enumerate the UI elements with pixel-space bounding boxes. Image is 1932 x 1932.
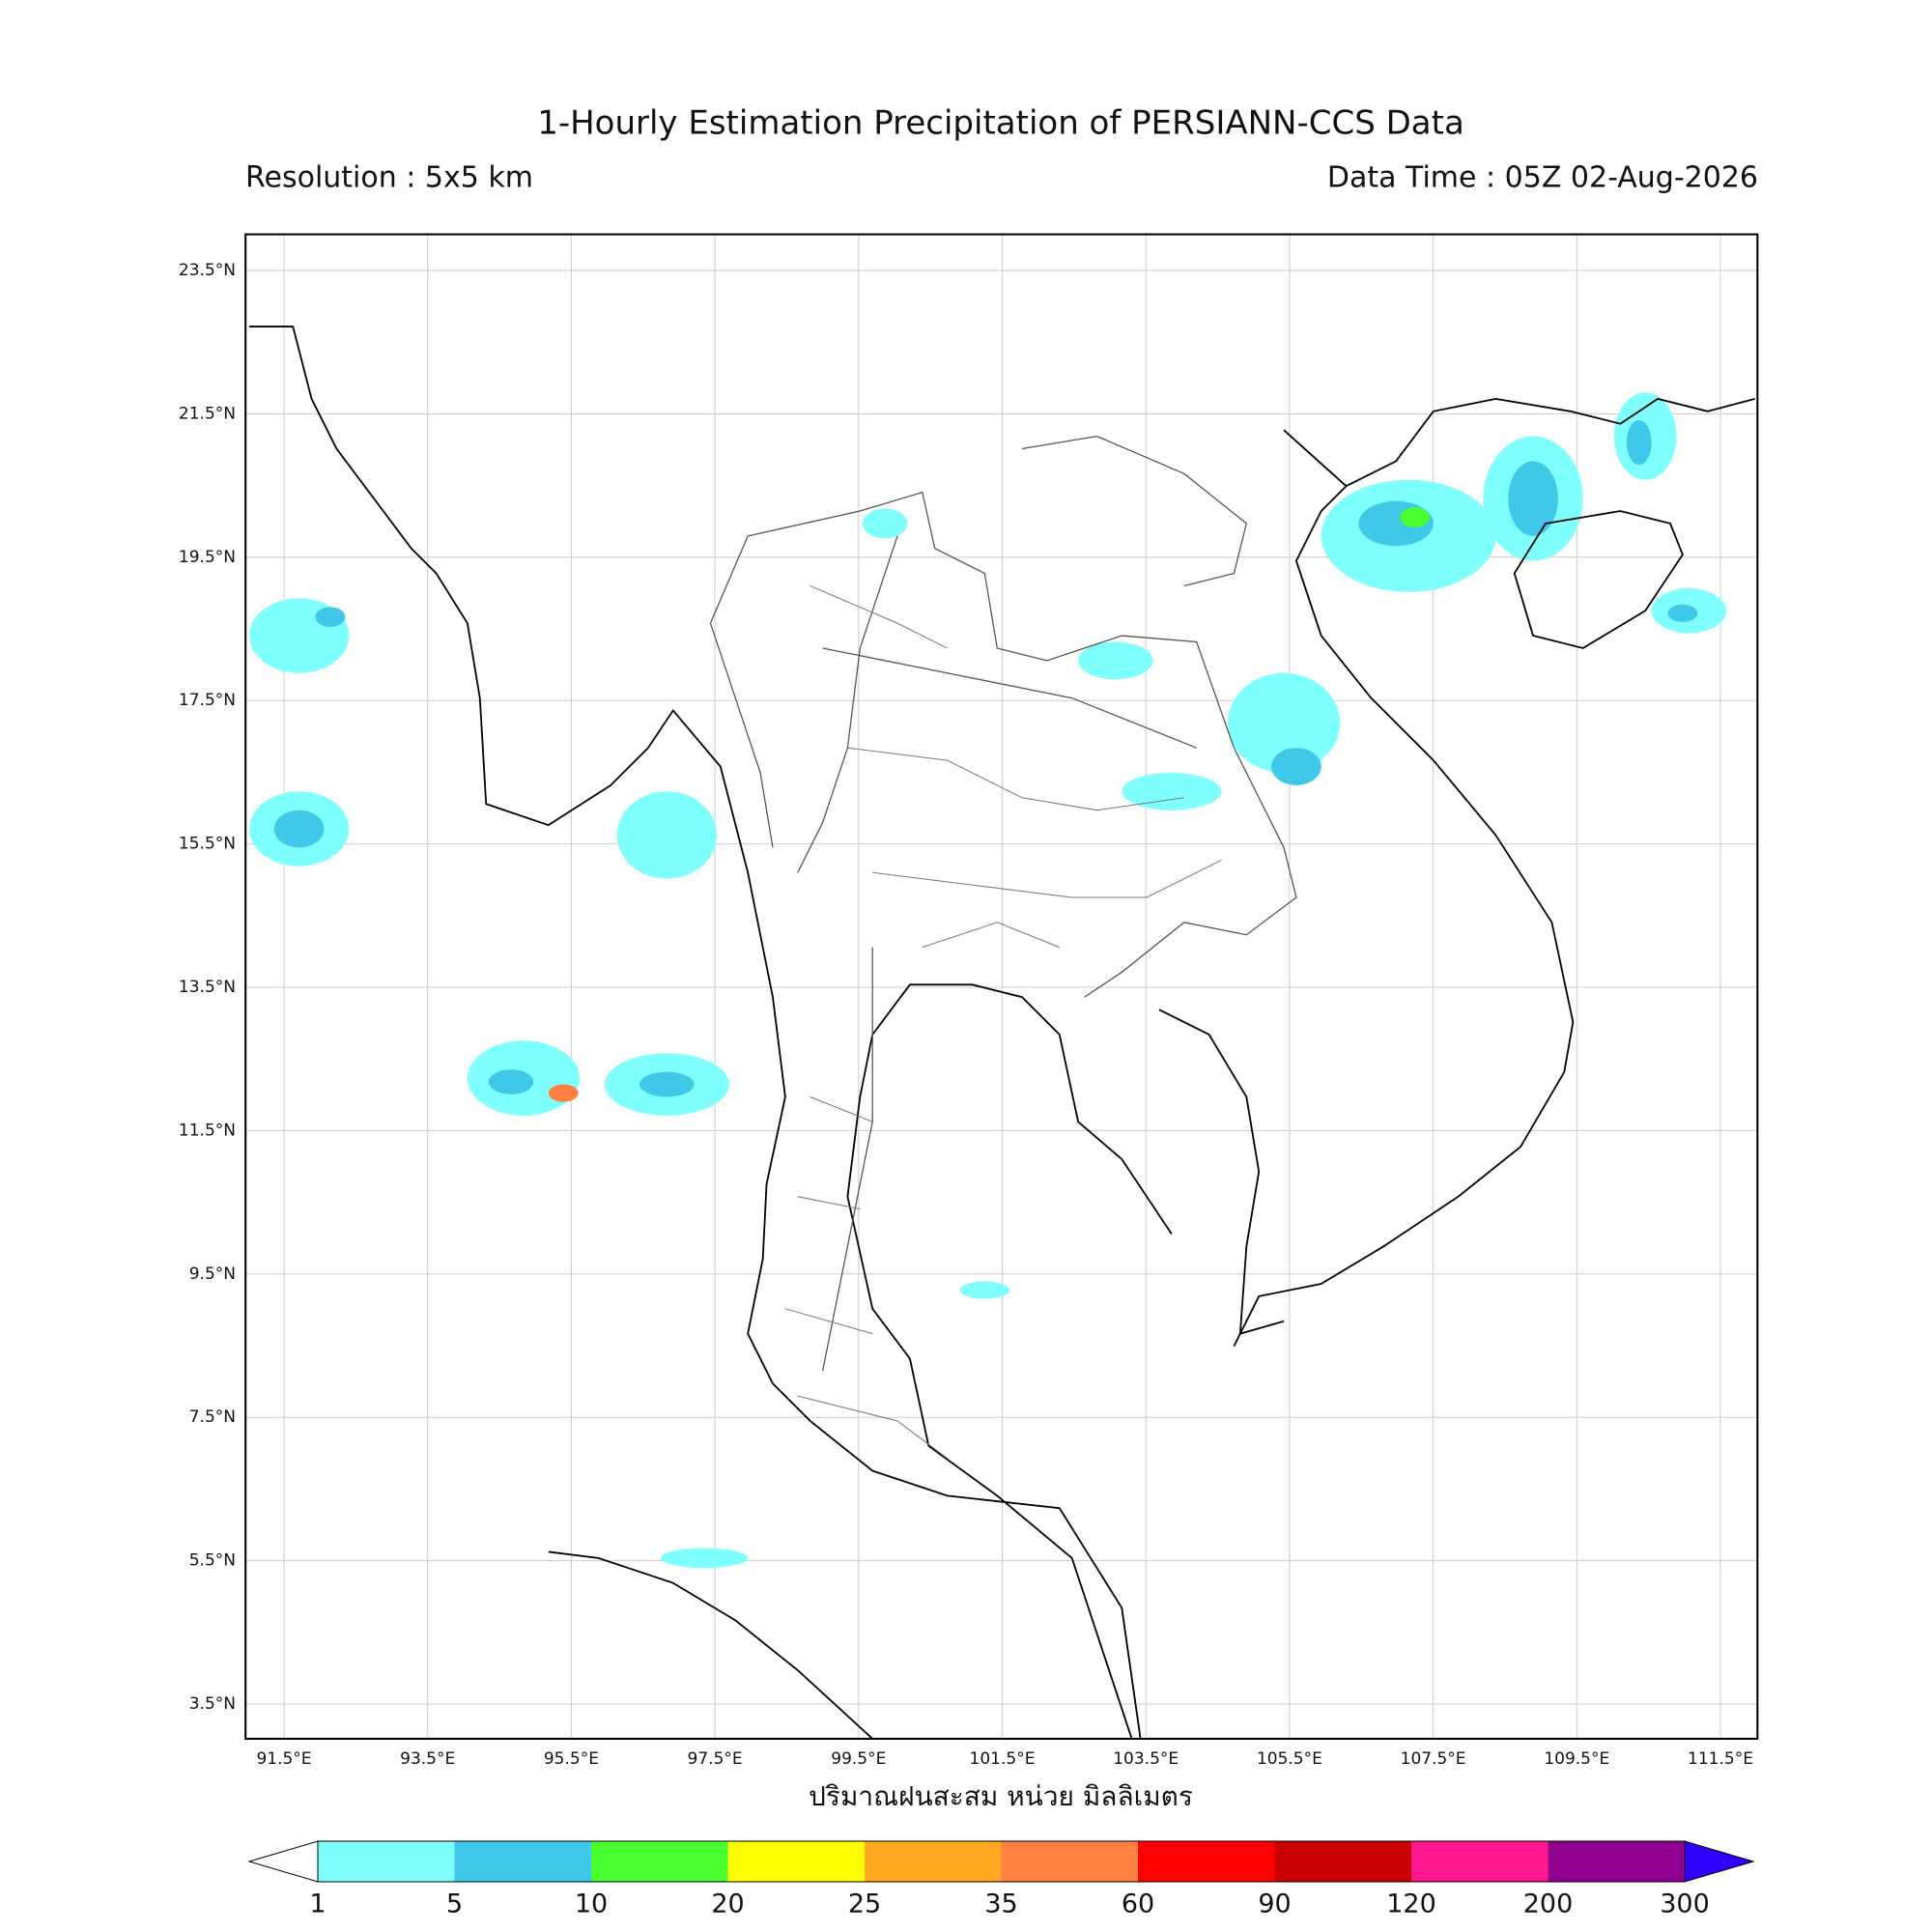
colorbar-label: 60 — [1122, 1889, 1154, 1919]
lon-label: 105.5°E — [1257, 1749, 1322, 1769]
colorbar-over — [1684, 1840, 1755, 1883]
lat-label: 15.5°N — [179, 835, 236, 854]
lon-label: 111.5°E — [1688, 1749, 1753, 1769]
colorbar-box — [1138, 1841, 1275, 1882]
colorbar-label: 300 — [1660, 1889, 1710, 1919]
colorbar-label: 200 — [1523, 1889, 1574, 1919]
lat-label: 23.5°N — [179, 261, 236, 280]
colorbar-label: 90 — [1258, 1889, 1291, 1919]
colorbar-label: 5 — [446, 1889, 463, 1919]
grid — [245, 235, 1758, 1739]
title: 1-Hourly Estimation Precipitation of PER… — [537, 104, 1464, 143]
colorbar-box — [865, 1841, 1002, 1882]
lon-label: 99.5°E — [831, 1749, 886, 1769]
lon-label: 101.5°E — [970, 1749, 1036, 1769]
lon-label: 93.5°E — [400, 1749, 455, 1769]
lat-label: 9.5°N — [189, 1264, 236, 1284]
colorbar-box — [318, 1841, 455, 1882]
colorbar-frame — [317, 1840, 1686, 1883]
mainland-coast — [249, 326, 1575, 1740]
colorbar-box — [1274, 1841, 1411, 1882]
map-frame — [244, 233, 1759, 1741]
colorbar-box — [1548, 1841, 1685, 1882]
colorbar-label: 20 — [711, 1889, 744, 1919]
hainan — [1513, 510, 1684, 649]
colorbar-box — [591, 1841, 728, 1882]
lat-label: 5.5°N — [189, 1551, 236, 1571]
rain — [249, 392, 1727, 1569]
colorbar: 1 5 10 20 25 35 60 90 120 200 300 — [247, 1840, 1755, 1919]
gulf-west — [1158, 1009, 1285, 1335]
lat-label: 11.5°N — [179, 1121, 236, 1140]
lat-label: 19.5°N — [179, 548, 236, 567]
sumatra — [548, 1550, 873, 1740]
china-coast — [1346, 397, 1755, 488]
lat-label: 17.5°N — [179, 691, 236, 710]
colorbar-label: 25 — [848, 1889, 881, 1919]
lat-label: 3.5°N — [189, 1694, 236, 1714]
colorbar-label: 120 — [1386, 1889, 1436, 1919]
colorbar-box — [727, 1841, 865, 1882]
lon-label: 91.5°E — [256, 1749, 311, 1769]
coastlines — [244, 233, 1759, 1741]
lon-label: 107.5°E — [1401, 1749, 1466, 1769]
colorbar-label: 1 — [309, 1889, 326, 1919]
lon-label: 103.5°E — [1113, 1749, 1179, 1769]
lon-label: 97.5°E — [688, 1749, 743, 1769]
lon-label: 95.5°E — [544, 1749, 599, 1769]
colorbar-box — [1001, 1841, 1138, 1882]
colorbar-under — [247, 1840, 319, 1883]
lon-label: 109.5°E — [1544, 1749, 1609, 1769]
lat-label: 21.5°N — [179, 404, 236, 423]
data-time: Data Time : 05Z 02-Aug-2026 — [1327, 161, 1758, 195]
resolution: Resolution : 5x5 km — [245, 161, 533, 195]
x-label: ปริมาณฝนสะสม หน่วย มิลลิเมตร — [809, 1780, 1193, 1812]
admin-borders — [784, 584, 1222, 1460]
colorbar-box — [1411, 1841, 1548, 1882]
borders — [709, 435, 1297, 1372]
lat-label: 7.5°N — [189, 1407, 236, 1427]
colorbar-box — [454, 1841, 591, 1882]
colorbar-label: 35 — [984, 1889, 1017, 1919]
axis-labels: 23.5°N 21.5°N 19.5°N 17.5°N 15.5°N 13.5°N 11.5… — [179, 261, 1753, 1769]
lat-label: 13.5°N — [179, 978, 236, 997]
colorbar-label: 10 — [575, 1889, 608, 1919]
